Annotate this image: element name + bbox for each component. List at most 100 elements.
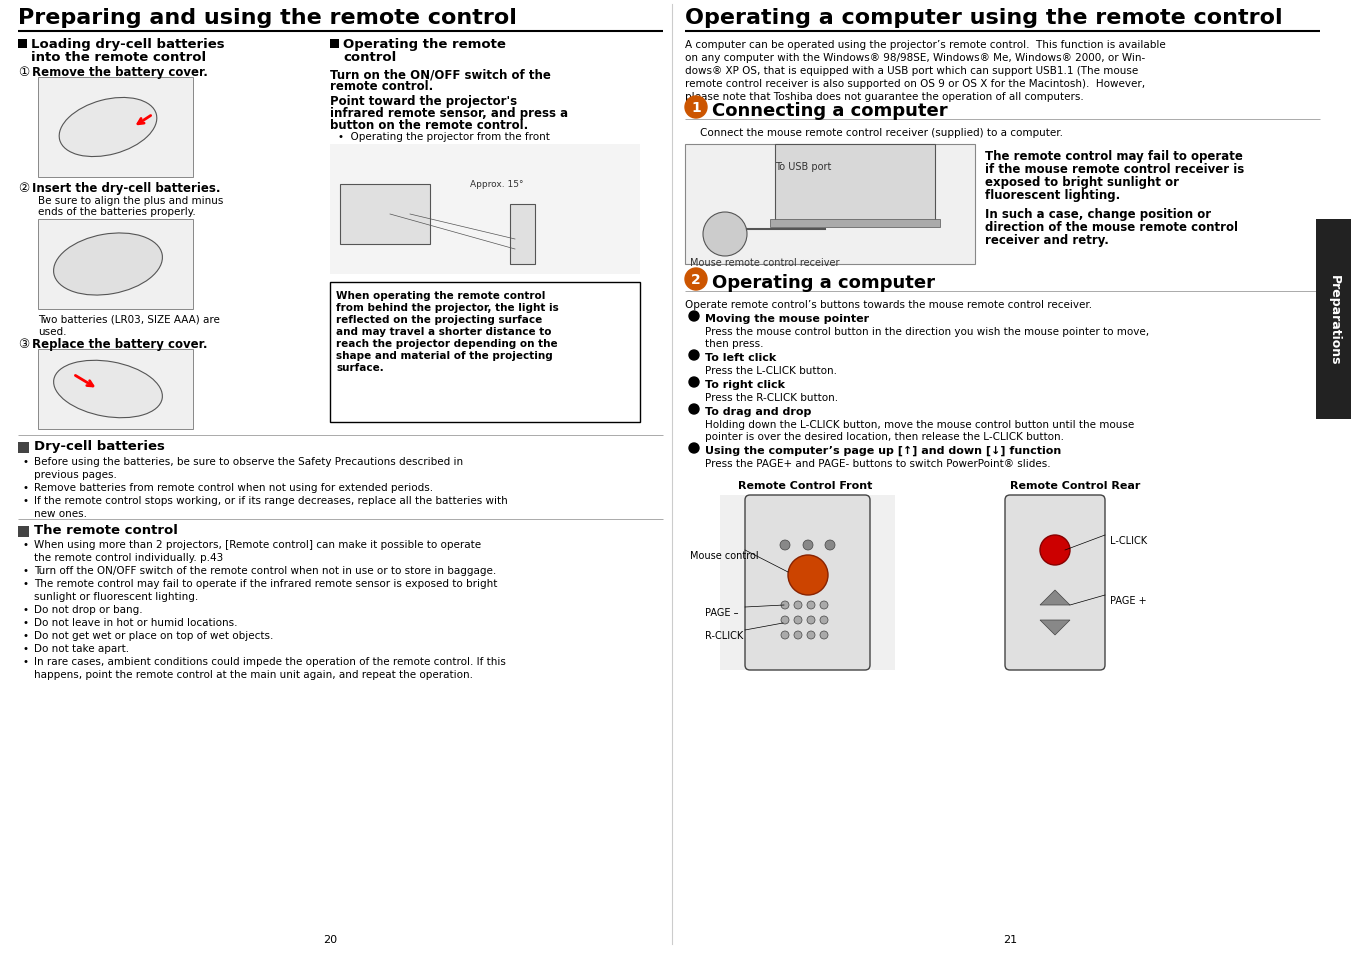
Bar bbox=[1316, 220, 1351, 419]
Text: In such a case, change position or: In such a case, change position or bbox=[985, 208, 1210, 221]
Text: Operating a computer: Operating a computer bbox=[712, 274, 935, 292]
Text: Press the mouse control button in the direction you wish the mouse pointer to mo: Press the mouse control button in the di… bbox=[705, 327, 1150, 336]
Bar bbox=[340, 185, 430, 245]
Text: ①: ① bbox=[18, 66, 30, 79]
Text: A computer can be operated using the projector’s remote control.  This function : A computer can be operated using the pro… bbox=[685, 40, 1166, 50]
Ellipse shape bbox=[54, 361, 162, 418]
FancyBboxPatch shape bbox=[744, 496, 870, 670]
Text: Press the PAGE+ and PAGE- buttons to switch PowerPoint® slides.: Press the PAGE+ and PAGE- buttons to swi… bbox=[705, 458, 1051, 469]
Bar bbox=[685, 145, 975, 265]
Text: used.: used. bbox=[38, 327, 66, 336]
Circle shape bbox=[781, 631, 789, 639]
Circle shape bbox=[780, 540, 790, 551]
Text: Preparations: Preparations bbox=[1328, 274, 1340, 365]
Text: •: • bbox=[22, 578, 28, 588]
Circle shape bbox=[689, 443, 698, 454]
Text: Insert the dry-cell batteries.: Insert the dry-cell batteries. bbox=[32, 182, 220, 194]
Text: dows® XP OS, that is equipped with a USB port which can support USB1.1 (The mous: dows® XP OS, that is equipped with a USB… bbox=[685, 66, 1139, 76]
Text: control: control bbox=[343, 51, 396, 64]
Text: PAGE –: PAGE – bbox=[705, 607, 739, 618]
Text: previous pages.: previous pages. bbox=[34, 470, 118, 479]
Circle shape bbox=[703, 213, 747, 256]
Text: happens, point the remote control at the main unit again, and repeat the operati: happens, point the remote control at the… bbox=[34, 669, 473, 679]
Text: 20: 20 bbox=[323, 934, 336, 944]
Circle shape bbox=[794, 617, 802, 624]
Text: •: • bbox=[22, 604, 28, 615]
Text: Remove the battery cover.: Remove the battery cover. bbox=[32, 66, 208, 79]
Bar bbox=[18, 40, 27, 49]
Bar bbox=[18, 442, 28, 454]
Bar bbox=[38, 220, 193, 310]
Text: infrared remote sensor, and press a: infrared remote sensor, and press a bbox=[330, 107, 569, 120]
Circle shape bbox=[689, 377, 698, 388]
Text: R-CLICK: R-CLICK bbox=[705, 630, 743, 640]
Text: Mouse control: Mouse control bbox=[690, 551, 759, 560]
Circle shape bbox=[781, 617, 789, 624]
Text: Do not get wet or place on top of wet objects.: Do not get wet or place on top of wet ob… bbox=[34, 630, 273, 640]
Text: Holding down the L-CLICK button, move the mouse control button until the mouse: Holding down the L-CLICK button, move th… bbox=[705, 419, 1135, 430]
Text: In rare cases, ambient conditions could impede the operation of the remote contr: In rare cases, ambient conditions could … bbox=[34, 657, 505, 666]
Circle shape bbox=[781, 601, 789, 609]
Bar bbox=[775, 145, 935, 225]
Text: •: • bbox=[22, 539, 28, 550]
Polygon shape bbox=[1040, 620, 1070, 636]
Text: The remote control may fail to operate: The remote control may fail to operate bbox=[985, 150, 1243, 163]
Text: ②: ② bbox=[18, 182, 30, 194]
Text: •: • bbox=[22, 565, 28, 576]
Circle shape bbox=[794, 601, 802, 609]
Circle shape bbox=[820, 631, 828, 639]
Circle shape bbox=[794, 631, 802, 639]
Text: reach the projector depending on the: reach the projector depending on the bbox=[336, 338, 558, 349]
Circle shape bbox=[807, 617, 815, 624]
Circle shape bbox=[807, 631, 815, 639]
Bar bbox=[330, 40, 339, 49]
Circle shape bbox=[807, 601, 815, 609]
Text: receiver and retry.: receiver and retry. bbox=[985, 233, 1109, 247]
Text: Two batteries (LR03, SIZE AAA) are: Two batteries (LR03, SIZE AAA) are bbox=[38, 314, 220, 325]
Text: Remove batteries from remote control when not using for extended periods.: Remove batteries from remote control whe… bbox=[34, 482, 434, 493]
Text: surface.: surface. bbox=[336, 363, 384, 373]
Text: Remote Control Front: Remote Control Front bbox=[738, 480, 873, 491]
Text: The remote control may fail to operate if the infrared remote sensor is exposed : The remote control may fail to operate i… bbox=[34, 578, 497, 588]
Text: Point toward the projector's: Point toward the projector's bbox=[330, 95, 517, 108]
Text: Connecting a computer: Connecting a computer bbox=[712, 102, 947, 120]
Text: 2: 2 bbox=[692, 273, 701, 287]
Text: then press.: then press. bbox=[705, 338, 763, 349]
Circle shape bbox=[689, 351, 698, 360]
Text: exposed to bright sunlight or: exposed to bright sunlight or bbox=[985, 175, 1179, 189]
Text: remote control receiver is also supported on OS 9 or OS X for the Macintosh).  H: remote control receiver is also supporte… bbox=[685, 79, 1146, 89]
Text: Do not take apart.: Do not take apart. bbox=[34, 643, 130, 654]
Text: 1: 1 bbox=[692, 101, 701, 115]
Text: Moving the mouse pointer: Moving the mouse pointer bbox=[705, 314, 869, 324]
Text: Connect the mouse remote control receiver (supplied) to a computer.: Connect the mouse remote control receive… bbox=[700, 128, 1063, 138]
Text: Press the R-CLICK button.: Press the R-CLICK button. bbox=[705, 393, 838, 402]
Text: When using more than 2 projectors, [Remote control] can make it possible to oper: When using more than 2 projectors, [Remo… bbox=[34, 539, 481, 550]
Text: new ones.: new ones. bbox=[34, 509, 86, 518]
Circle shape bbox=[820, 601, 828, 609]
Text: ends of the batteries properly.: ends of the batteries properly. bbox=[38, 207, 196, 216]
FancyBboxPatch shape bbox=[1005, 496, 1105, 670]
Bar bbox=[720, 496, 894, 670]
Text: Using the computer’s page up [↑] and down [↓] function: Using the computer’s page up [↑] and dow… bbox=[705, 446, 1062, 456]
Text: if the mouse remote control receiver is: if the mouse remote control receiver is bbox=[985, 163, 1244, 175]
Text: L-CLICK: L-CLICK bbox=[1111, 536, 1147, 545]
Text: direction of the mouse remote control: direction of the mouse remote control bbox=[985, 221, 1238, 233]
Text: If the remote control stops working, or if its range decreases, replace all the : If the remote control stops working, or … bbox=[34, 496, 508, 505]
Text: Do not leave in hot or humid locations.: Do not leave in hot or humid locations. bbox=[34, 618, 238, 627]
Text: To right click: To right click bbox=[705, 379, 785, 390]
Text: •: • bbox=[22, 496, 28, 505]
Text: Press the L-CLICK button.: Press the L-CLICK button. bbox=[705, 366, 838, 375]
Bar bbox=[770, 220, 940, 228]
Text: into the remote control: into the remote control bbox=[31, 51, 207, 64]
Text: Be sure to align the plus and minus: Be sure to align the plus and minus bbox=[38, 195, 223, 206]
Text: When operating the remote control: When operating the remote control bbox=[336, 291, 546, 301]
Text: Remote Control Rear: Remote Control Rear bbox=[1009, 480, 1140, 491]
Text: the remote control individually. p.43: the remote control individually. p.43 bbox=[34, 553, 223, 562]
Circle shape bbox=[685, 97, 707, 119]
Text: •: • bbox=[22, 630, 28, 640]
Bar bbox=[18, 526, 28, 537]
Text: The remote control: The remote control bbox=[34, 523, 178, 537]
Text: Loading dry-cell batteries: Loading dry-cell batteries bbox=[31, 38, 224, 51]
Text: •: • bbox=[22, 657, 28, 666]
Text: on any computer with the Windows® 98/98SE, Windows® Me, Windows® 2000, or Win-: on any computer with the Windows® 98/98S… bbox=[685, 53, 1146, 63]
